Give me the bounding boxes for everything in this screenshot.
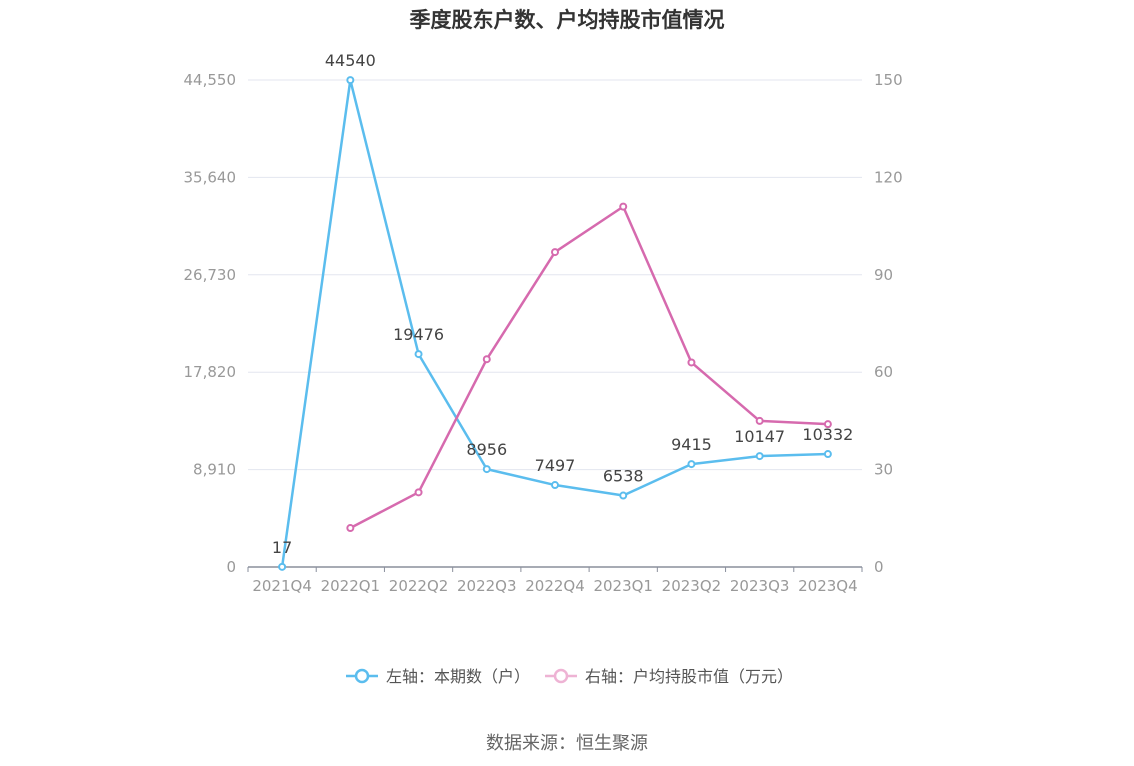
x-axis-tick-label: 2023Q3: [730, 577, 790, 595]
data-point-1: [551, 248, 559, 257]
x-axis-tick-label: 2022Q4: [525, 577, 585, 595]
chart-title: 季度股东户数、户均持股市值情况: [409, 8, 725, 32]
data-point-1: [346, 524, 355, 533]
data-point-1: [823, 420, 832, 429]
data-label: 44540: [325, 51, 376, 70]
x-axis-tick-label: 2023Q4: [798, 577, 858, 595]
data-label: 6538: [603, 467, 644, 486]
x-axis-tick-label: 2022Q1: [321, 577, 381, 595]
data-label: 10332: [802, 425, 853, 444]
data-point-0: [551, 481, 559, 490]
x-axis-tick-label: 2021Q4: [252, 577, 312, 595]
data-point-0: [687, 460, 696, 469]
data-label: 8956: [466, 440, 507, 459]
data-point-0: [482, 465, 491, 474]
series-line-0: [280, 78, 828, 567]
x-axis-tick-label: 2023Q2: [662, 577, 722, 595]
data-point-0: [755, 452, 764, 461]
data-label: 9415: [671, 435, 712, 454]
left-axis-tick-label: 26,730: [184, 266, 237, 284]
x-axis-tick-label: 2022Q2: [389, 577, 449, 595]
x-axis-tick-label: 2022Q3: [457, 577, 517, 595]
right-axis-tick-label: 120: [874, 168, 903, 186]
x-axis-tick-label: 2023Q1: [593, 577, 653, 595]
legend-marker-0: [354, 668, 370, 684]
series-line-1: [349, 205, 828, 530]
data-point-1: [687, 358, 696, 367]
data-label: 17: [272, 538, 292, 557]
data-point-0: [619, 491, 628, 500]
left-axis-tick-label: 17,820: [184, 363, 237, 381]
left-axis-tick-label: 35,640: [184, 168, 237, 186]
data-point-1: [414, 488, 423, 497]
data-point-0: [346, 76, 355, 85]
legend-label-0: 左轴：本期数（户）: [386, 667, 530, 686]
right-axis-tick-label: 30: [874, 461, 893, 479]
data-label: 19476: [393, 325, 444, 344]
right-axis-tick-label: 90: [874, 266, 893, 284]
data-point-0: [823, 450, 832, 459]
data-point-1: [619, 202, 628, 211]
left-axis-tick-label: 44,550: [184, 71, 237, 89]
legend-label-1: 右轴：户均持股市值（万元）: [585, 667, 793, 686]
data-point-1: [482, 355, 491, 364]
data-source: 数据来源：恒生聚源: [486, 733, 648, 754]
data-point-0: [278, 562, 287, 571]
right-axis-tick-label: 60: [874, 363, 893, 381]
legend-marker-1: [553, 668, 569, 684]
right-axis-tick-label: 150: [874, 71, 903, 89]
left-axis-tick-label: 0: [226, 558, 236, 576]
data-point-0: [414, 350, 423, 359]
data-label: 10147: [734, 427, 785, 446]
data-label: 7497: [535, 456, 576, 475]
right-axis-tick-label: 0: [874, 558, 884, 576]
left-axis-tick-label: 8,910: [193, 461, 236, 479]
data-point-1: [755, 416, 764, 425]
